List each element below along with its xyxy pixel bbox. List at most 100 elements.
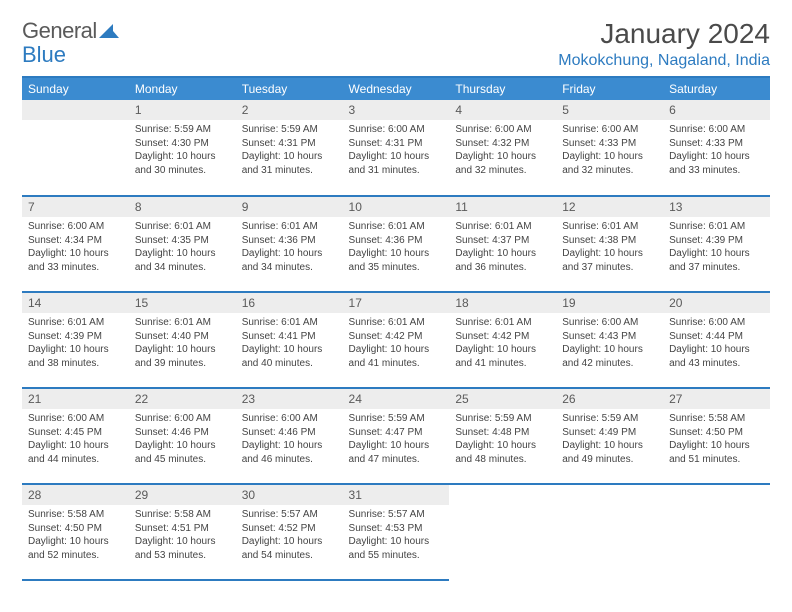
weekday-header: Wednesday	[343, 77, 450, 100]
weekday-header: Tuesday	[236, 77, 343, 100]
calendar-day-cell: 3Sunrise: 6:00 AMSunset: 4:31 PMDaylight…	[343, 100, 450, 196]
day-details: Sunrise: 5:59 AMSunset: 4:49 PMDaylight:…	[556, 409, 663, 472]
day-number: 19	[556, 293, 663, 313]
day-number: 27	[663, 389, 770, 409]
day-number: 7	[22, 197, 129, 217]
day-number: 22	[129, 389, 236, 409]
calendar-day-cell: 12Sunrise: 6:01 AMSunset: 4:38 PMDayligh…	[556, 196, 663, 292]
month-title: January 2024	[558, 18, 770, 50]
day-details: Sunrise: 5:59 AMSunset: 4:47 PMDaylight:…	[343, 409, 450, 472]
day-details: Sunrise: 6:00 AMSunset: 4:34 PMDaylight:…	[22, 217, 129, 280]
calendar-day-cell: 18Sunrise: 6:01 AMSunset: 4:42 PMDayligh…	[449, 292, 556, 388]
day-details: Sunrise: 6:01 AMSunset: 4:40 PMDaylight:…	[129, 313, 236, 376]
logo-icon	[99, 22, 119, 40]
calendar-week-row: 1Sunrise: 5:59 AMSunset: 4:30 PMDaylight…	[22, 100, 770, 196]
day-number: 21	[22, 389, 129, 409]
weekday-header: Friday	[556, 77, 663, 100]
day-number: 23	[236, 389, 343, 409]
day-number: 4	[449, 100, 556, 120]
day-number: 17	[343, 293, 450, 313]
day-details: Sunrise: 6:00 AMSunset: 4:33 PMDaylight:…	[663, 120, 770, 183]
calendar-day-cell: 2Sunrise: 5:59 AMSunset: 4:31 PMDaylight…	[236, 100, 343, 196]
calendar-day-cell: 17Sunrise: 6:01 AMSunset: 4:42 PMDayligh…	[343, 292, 450, 388]
day-details: Sunrise: 6:01 AMSunset: 4:39 PMDaylight:…	[663, 217, 770, 280]
day-number: 12	[556, 197, 663, 217]
day-details: Sunrise: 6:00 AMSunset: 4:46 PMDaylight:…	[236, 409, 343, 472]
calendar-day-cell: 24Sunrise: 5:59 AMSunset: 4:47 PMDayligh…	[343, 388, 450, 484]
calendar-day-cell: 28Sunrise: 5:58 AMSunset: 4:50 PMDayligh…	[22, 484, 129, 580]
calendar-day-cell: 29Sunrise: 5:58 AMSunset: 4:51 PMDayligh…	[129, 484, 236, 580]
day-number: 1	[129, 100, 236, 120]
day-number: 9	[236, 197, 343, 217]
day-number: 14	[22, 293, 129, 313]
day-number-empty	[556, 485, 663, 505]
calendar-week-row: 21Sunrise: 6:00 AMSunset: 4:45 PMDayligh…	[22, 388, 770, 484]
day-details: Sunrise: 5:59 AMSunset: 4:31 PMDaylight:…	[236, 120, 343, 183]
weekday-row: Sunday Monday Tuesday Wednesday Thursday…	[22, 77, 770, 100]
day-details: Sunrise: 6:01 AMSunset: 4:39 PMDaylight:…	[22, 313, 129, 376]
calendar-day-cell: 4Sunrise: 6:00 AMSunset: 4:32 PMDaylight…	[449, 100, 556, 196]
calendar-week-row: 7Sunrise: 6:00 AMSunset: 4:34 PMDaylight…	[22, 196, 770, 292]
day-number: 24	[343, 389, 450, 409]
day-details: Sunrise: 6:01 AMSunset: 4:36 PMDaylight:…	[343, 217, 450, 280]
day-details: Sunrise: 6:00 AMSunset: 4:32 PMDaylight:…	[449, 120, 556, 183]
weekday-header: Sunday	[22, 77, 129, 100]
day-number: 26	[556, 389, 663, 409]
calendar-week-row: 28Sunrise: 5:58 AMSunset: 4:50 PMDayligh…	[22, 484, 770, 580]
calendar-day-cell: 30Sunrise: 5:57 AMSunset: 4:52 PMDayligh…	[236, 484, 343, 580]
day-number: 8	[129, 197, 236, 217]
calendar-day-cell: 20Sunrise: 6:00 AMSunset: 4:44 PMDayligh…	[663, 292, 770, 388]
calendar-day-cell	[449, 484, 556, 580]
header: General January 2024 Mokokchung, Nagalan…	[22, 18, 770, 70]
calendar-day-cell: 23Sunrise: 6:00 AMSunset: 4:46 PMDayligh…	[236, 388, 343, 484]
location: Mokokchung, Nagaland, India	[558, 52, 770, 70]
calendar-day-cell	[663, 484, 770, 580]
day-number: 3	[343, 100, 450, 120]
calendar-day-cell: 10Sunrise: 6:01 AMSunset: 4:36 PMDayligh…	[343, 196, 450, 292]
day-details: Sunrise: 6:00 AMSunset: 4:44 PMDaylight:…	[663, 313, 770, 376]
day-number: 28	[22, 485, 129, 505]
calendar-day-cell: 1Sunrise: 5:59 AMSunset: 4:30 PMDaylight…	[129, 100, 236, 196]
calendar-day-cell: 16Sunrise: 6:01 AMSunset: 4:41 PMDayligh…	[236, 292, 343, 388]
calendar-day-cell: 11Sunrise: 6:01 AMSunset: 4:37 PMDayligh…	[449, 196, 556, 292]
day-number: 25	[449, 389, 556, 409]
day-number: 18	[449, 293, 556, 313]
calendar-day-cell: 22Sunrise: 6:00 AMSunset: 4:46 PMDayligh…	[129, 388, 236, 484]
day-details: Sunrise: 6:00 AMSunset: 4:45 PMDaylight:…	[22, 409, 129, 472]
weekday-header: Thursday	[449, 77, 556, 100]
calendar-day-cell: 15Sunrise: 6:01 AMSunset: 4:40 PMDayligh…	[129, 292, 236, 388]
calendar-day-cell	[556, 484, 663, 580]
day-number-empty	[22, 100, 129, 120]
day-details: Sunrise: 6:00 AMSunset: 4:31 PMDaylight:…	[343, 120, 450, 183]
day-number: 15	[129, 293, 236, 313]
day-details: Sunrise: 6:01 AMSunset: 4:36 PMDaylight:…	[236, 217, 343, 280]
day-details: Sunrise: 6:01 AMSunset: 4:42 PMDaylight:…	[343, 313, 450, 376]
day-number: 11	[449, 197, 556, 217]
logo-text-2: Blue	[22, 42, 66, 68]
logo: General	[22, 18, 119, 44]
calendar-table: Sunday Monday Tuesday Wednesday Thursday…	[22, 76, 770, 581]
day-details: Sunrise: 5:57 AMSunset: 4:53 PMDaylight:…	[343, 505, 450, 568]
calendar-day-cell: 19Sunrise: 6:00 AMSunset: 4:43 PMDayligh…	[556, 292, 663, 388]
day-details: Sunrise: 6:00 AMSunset: 4:43 PMDaylight:…	[556, 313, 663, 376]
day-details: Sunrise: 6:00 AMSunset: 4:33 PMDaylight:…	[556, 120, 663, 183]
day-details: Sunrise: 5:59 AMSunset: 4:30 PMDaylight:…	[129, 120, 236, 183]
day-details: Sunrise: 6:01 AMSunset: 4:42 PMDaylight:…	[449, 313, 556, 376]
calendar-day-cell	[22, 100, 129, 196]
calendar-day-cell: 13Sunrise: 6:01 AMSunset: 4:39 PMDayligh…	[663, 196, 770, 292]
day-number: 30	[236, 485, 343, 505]
calendar-day-cell: 5Sunrise: 6:00 AMSunset: 4:33 PMDaylight…	[556, 100, 663, 196]
calendar-day-cell: 9Sunrise: 6:01 AMSunset: 4:36 PMDaylight…	[236, 196, 343, 292]
day-number: 20	[663, 293, 770, 313]
day-number: 5	[556, 100, 663, 120]
day-number-empty	[449, 485, 556, 505]
calendar-day-cell: 27Sunrise: 5:58 AMSunset: 4:50 PMDayligh…	[663, 388, 770, 484]
calendar-day-cell: 21Sunrise: 6:00 AMSunset: 4:45 PMDayligh…	[22, 388, 129, 484]
weekday-header: Saturday	[663, 77, 770, 100]
calendar-day-cell: 6Sunrise: 6:00 AMSunset: 4:33 PMDaylight…	[663, 100, 770, 196]
day-number: 13	[663, 197, 770, 217]
day-number: 6	[663, 100, 770, 120]
day-number: 29	[129, 485, 236, 505]
day-details: Sunrise: 5:58 AMSunset: 4:50 PMDaylight:…	[22, 505, 129, 568]
day-details: Sunrise: 5:58 AMSunset: 4:50 PMDaylight:…	[663, 409, 770, 472]
